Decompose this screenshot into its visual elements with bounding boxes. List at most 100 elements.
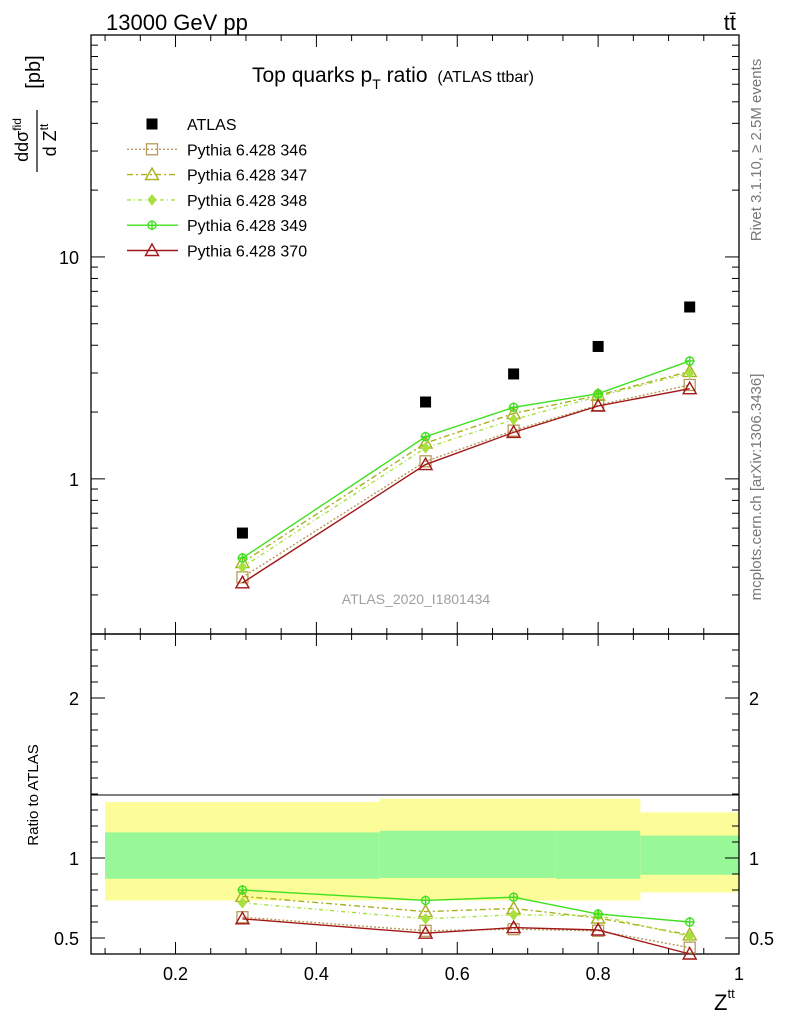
y-tick-label-ratio-right: 0.5 xyxy=(749,929,774,949)
legend-item-1: Pythia 6.428 346 xyxy=(127,142,307,159)
point-ratio-2-2 xyxy=(508,908,519,921)
legend-item-5: Pythia 6.428 370 xyxy=(127,242,307,261)
point-main-4-2 xyxy=(508,402,519,413)
ylabel-num-sup: fid xyxy=(10,118,24,131)
legend-item-2: Pythia 6.428 347 xyxy=(127,166,307,185)
point-ratio-4-0 xyxy=(234,910,251,925)
legend-item-3: Pythia 6.428 348 xyxy=(127,193,307,210)
point-main-5-1 xyxy=(417,456,434,471)
legend-swatch-marker xyxy=(146,118,158,130)
chart-title-tail: ratio xyxy=(381,64,428,87)
point-ratio-4-2 xyxy=(505,919,522,934)
series-line-ratio-1 xyxy=(242,895,690,936)
legend-label: Pythia 6.428 349 xyxy=(187,218,307,235)
series-main-5 xyxy=(234,380,698,589)
series-line-ratio-2 xyxy=(242,902,690,938)
chart-title-main: Top quarks p xyxy=(252,64,372,87)
point-main-5-0 xyxy=(234,574,251,589)
ratio-series-group xyxy=(234,885,698,960)
series-line-main-3 xyxy=(242,372,690,568)
legend-swatch-marker xyxy=(147,220,157,231)
point-ratio-4-3 xyxy=(590,922,606,936)
point-ratio-0-2 xyxy=(507,923,520,936)
series-main-2 xyxy=(234,363,698,569)
series-main-1 xyxy=(236,378,696,584)
legend-item-0: ATLAS xyxy=(146,117,237,134)
point-main-0-1 xyxy=(420,396,432,408)
ylabel-num-d: d xyxy=(12,152,32,162)
series-line-main-4 xyxy=(242,360,690,559)
series-line-ratio-4 xyxy=(242,918,690,955)
legend-item-4: Pythia 6.428 349 xyxy=(127,218,307,235)
ylabel-unit: [pb] xyxy=(23,55,45,88)
y-tick-label-ratio-left: 1 xyxy=(69,849,79,869)
y-tick-label-main: 1 xyxy=(69,470,79,490)
legend-label: ATLAS xyxy=(187,117,237,134)
point-ratio-3-1 xyxy=(420,895,431,906)
point-main-3-1 xyxy=(420,442,431,454)
series-ratio-2 xyxy=(237,896,695,943)
y-tick-label-main: 10 xyxy=(59,248,79,268)
svg-text:ddσfid: ddσfid xyxy=(10,118,32,162)
ylabel-den-sup: tt xyxy=(37,123,51,130)
series-line-main-5 xyxy=(242,387,690,584)
mcplots-text: mcplots.cern.ch [arXiv:1306.3436] xyxy=(748,374,765,601)
x-tick-label: 0.6 xyxy=(445,964,470,984)
point-ratio-3-2 xyxy=(508,892,519,903)
svg-text:[pb]: [pb] xyxy=(23,55,45,88)
main-series-group xyxy=(234,301,698,589)
legend-label: Pythia 6.428 346 xyxy=(187,142,307,159)
point-ratio-2-1 xyxy=(420,912,431,925)
legend: ATLAS Pythia 6.428 346 Pythia 6.428 347 Pyt… xyxy=(127,117,307,261)
ylabel-num-sigma: dσ xyxy=(12,131,32,152)
series-ratio-4 xyxy=(234,910,698,960)
x-tick-label: 0.4 xyxy=(304,964,329,984)
legend-swatch-marker xyxy=(144,166,160,181)
x-axis-label-main: Z xyxy=(714,990,727,1015)
point-main-1-4 xyxy=(683,378,696,392)
series-main-0 xyxy=(236,301,696,539)
ratio-ylabel: Ratio to ATLAS xyxy=(25,744,42,845)
x-tick-label: 0.8 xyxy=(586,964,611,984)
point-ratio-3-4 xyxy=(684,917,695,927)
x-axis-label-sup: tt xyxy=(727,986,735,1001)
main-ylabel: [pb] ddσfid d Ztt xyxy=(10,55,60,172)
series-line-main-2 xyxy=(242,370,690,564)
point-main-4-0 xyxy=(237,553,248,564)
y-tick-label-ratio-left: 2 xyxy=(69,689,79,709)
chart-title: Top quarks pT ratio (ATLAS ttbar) xyxy=(252,64,534,92)
rivet-text: Rivet 3.1.10, ≥ 2.5M events xyxy=(748,59,765,242)
point-main-5-3 xyxy=(590,398,606,412)
series-main-4 xyxy=(237,355,695,564)
series-ratio-3 xyxy=(237,885,695,927)
analysis-watermark: ATLAS_2020_I1801434 xyxy=(342,591,491,607)
band-inner-1 xyxy=(379,830,556,878)
point-ratio-3-3 xyxy=(593,909,604,919)
y-tick-label-ratio-right: 1 xyxy=(749,849,759,869)
legend-label: Pythia 6.428 370 xyxy=(187,244,307,261)
ylabel-den: d Z xyxy=(40,130,60,156)
y-tick-label-ratio-right: 2 xyxy=(749,689,759,709)
point-main-5-2 xyxy=(505,424,522,439)
legend-label: Pythia 6.428 347 xyxy=(187,168,307,185)
legend-swatch-marker xyxy=(147,194,157,206)
x-axis-label: Ztt xyxy=(714,986,735,1015)
y-tick-label-ratio-left: 0.5 xyxy=(54,929,79,949)
point-main-3-2 xyxy=(508,413,519,426)
point-ratio-2-4 xyxy=(685,930,695,943)
ratio-frame xyxy=(90,633,740,955)
point-main-4-4 xyxy=(684,355,695,366)
point-main-1-1 xyxy=(419,455,432,468)
point-main-0-0 xyxy=(236,527,248,539)
series-line-main-1 xyxy=(242,384,690,578)
point-main-4-3 xyxy=(593,388,604,399)
legend-label: Pythia 6.428 348 xyxy=(187,193,307,210)
band-inner-0 xyxy=(105,832,380,879)
chart-title-sub: T xyxy=(372,76,381,92)
point-main-4-1 xyxy=(420,431,431,442)
band-inner-2 xyxy=(555,830,641,879)
header-left: 13000 GeV pp xyxy=(106,10,248,35)
ratio-uncertainty-bands xyxy=(105,798,739,901)
